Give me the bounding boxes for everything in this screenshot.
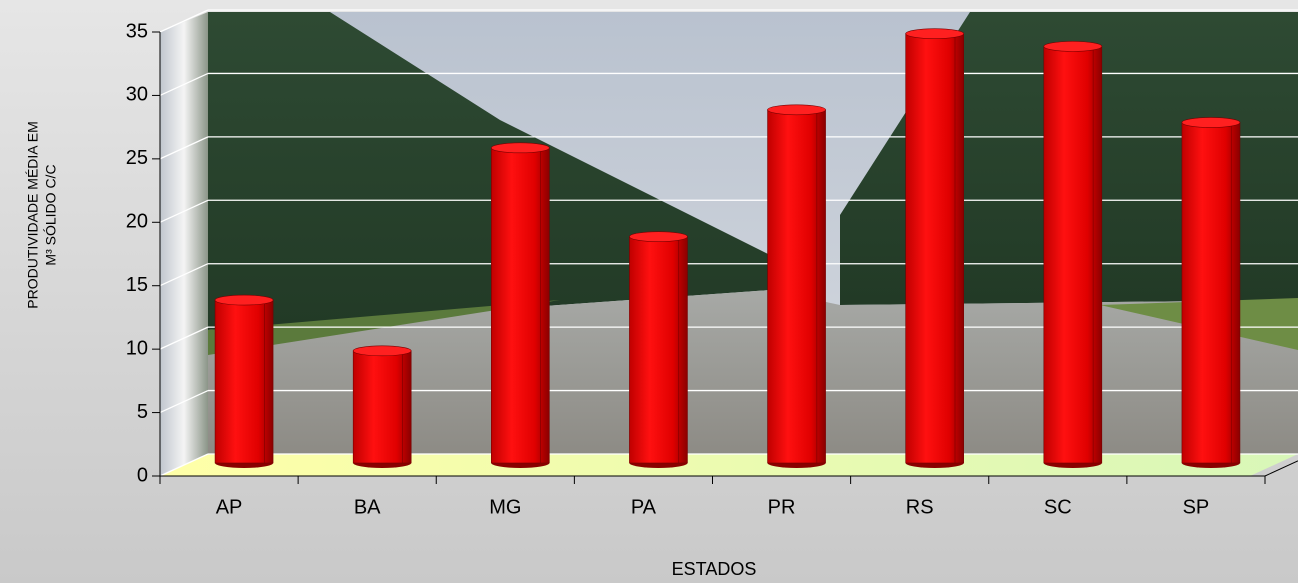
grid-line <box>159 326 209 350</box>
bar <box>1043 46 1103 464</box>
x-axis <box>1264 460 1298 477</box>
x-tick-label: MG <box>489 496 521 518</box>
bar-top <box>1043 41 1103 52</box>
x-axis-title: ESTADOS <box>672 559 757 579</box>
y-tick-label: 15 <box>126 274 148 296</box>
y-tick-label: 30 <box>126 84 148 106</box>
grid-line <box>159 9 209 33</box>
x-tick-label: RS <box>906 496 934 518</box>
bar-top <box>629 231 688 242</box>
y-axis-title: PRODUTIVIDADE MÉDIA EM <box>25 121 41 308</box>
photo-backdrop <box>160 12 1298 476</box>
x-tick-label: AP <box>216 496 243 518</box>
y-axis-title: M³ SÓLIDO C/C <box>43 164 59 265</box>
grid-line <box>159 72 209 97</box>
bar <box>905 33 964 464</box>
bar-top <box>214 294 274 306</box>
y-tick-label: 20 <box>126 211 148 233</box>
bar-top <box>767 104 826 116</box>
bar-top <box>905 28 964 39</box>
bar <box>1181 122 1241 464</box>
x-tick-label: SC <box>1044 496 1072 518</box>
x-tick-label: PA <box>631 496 657 518</box>
y-tick-label: 25 <box>126 147 148 169</box>
grid-line <box>159 453 209 477</box>
grid-line <box>159 136 209 160</box>
x-tick-label: BA <box>354 496 381 518</box>
bar <box>491 147 550 464</box>
floor <box>160 454 1298 476</box>
y-tick-label: 35 <box>126 20 148 42</box>
bar-top <box>491 142 550 154</box>
bar <box>214 299 274 464</box>
x-tick-label: SP <box>1183 496 1210 518</box>
x-tick-label: PR <box>768 496 796 518</box>
bar <box>767 109 826 464</box>
grid-line <box>159 199 209 223</box>
bar <box>352 350 412 464</box>
bar-top <box>352 345 412 357</box>
bar-top <box>1181 117 1241 128</box>
bar <box>629 236 688 464</box>
grid-line <box>159 263 209 287</box>
y-tick-label: 0 <box>137 464 148 486</box>
y-tick-label: 10 <box>126 337 148 359</box>
y-tick-label: 5 <box>137 401 148 423</box>
grid-line <box>159 389 209 414</box>
